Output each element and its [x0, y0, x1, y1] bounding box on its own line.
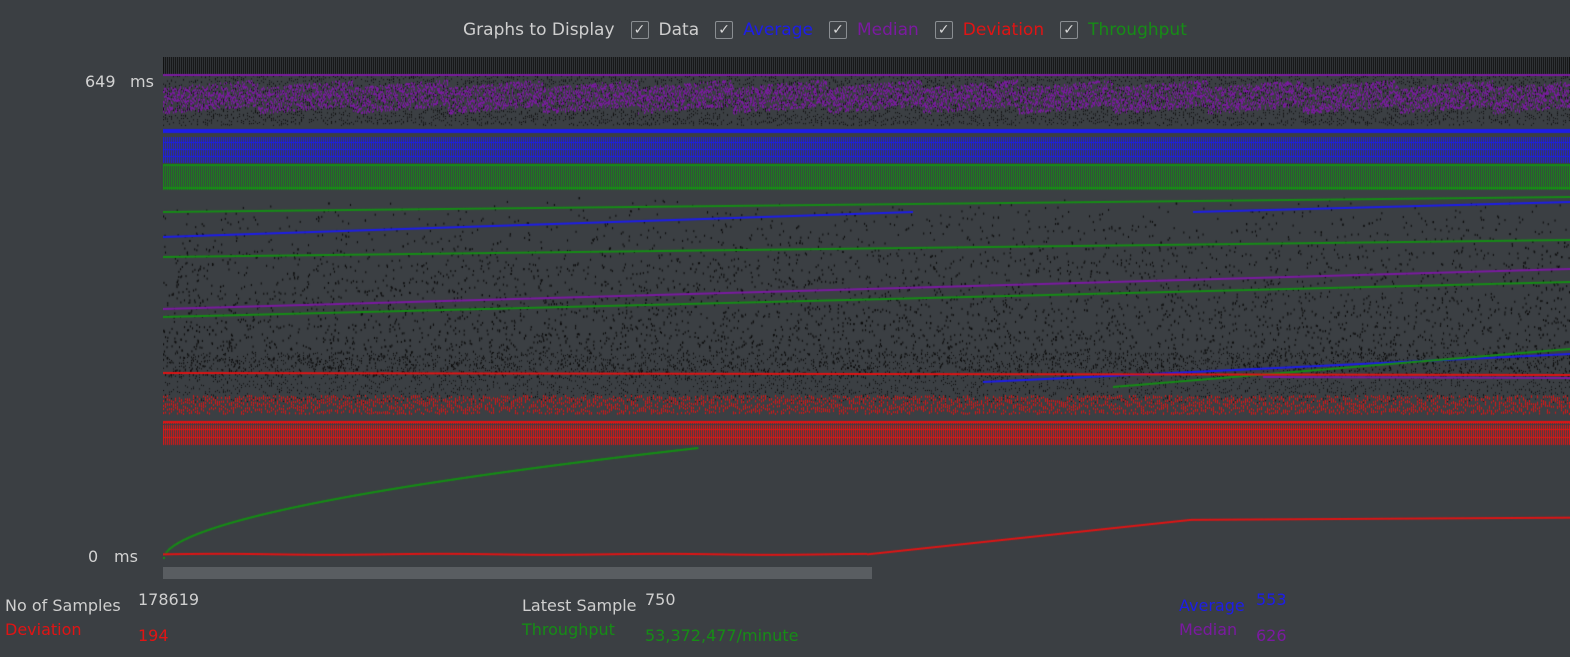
throughput-stat-label: Throughput [522, 620, 615, 639]
graph-scrollbar-thumb[interactable] [163, 567, 872, 579]
y-axis-min-unit: ms [114, 547, 138, 566]
median-checkbox[interactable]: ✓ [828, 21, 847, 39]
y-axis-max-label: 649 [85, 72, 116, 91]
graphs-to-display-title: Graphs to Display [463, 20, 615, 40]
average-stat-value: 553 [1256, 590, 1287, 609]
y-axis-max-unit: ms [130, 72, 154, 91]
average-stat-label: Average [1179, 596, 1245, 615]
throughput-stat-value: 53,372,477/minute [645, 626, 799, 645]
deviation-stat-label: Deviation [5, 620, 82, 639]
deviation-stat-value: 194 [138, 626, 169, 645]
legend-item-average[interactable]: ✓ Average [715, 20, 813, 40]
average-label: Average [743, 20, 813, 40]
median-stat-value: 626 [1256, 626, 1287, 645]
legend-item-deviation[interactable]: ✓ Deviation [934, 20, 1045, 40]
graph-scrollbar[interactable] [163, 567, 1570, 579]
response-time-graph [163, 57, 1570, 562]
latest-sample-value: 750 [645, 590, 676, 609]
data-label: Data [658, 20, 700, 40]
median-label: Median [856, 20, 919, 40]
samples-label: No of Samples [5, 596, 121, 615]
median-stat-label: Median [1179, 620, 1238, 639]
throughput-label: Throughput [1088, 20, 1187, 40]
throughput-checkbox[interactable]: ✓ [1060, 21, 1079, 39]
deviation-label: Deviation [962, 20, 1045, 40]
graphs-to-display-bar: Graphs to Display ✓ Data ✓ Average ✓ Med… [463, 16, 1203, 44]
legend-item-data[interactable]: ✓ Data [630, 20, 700, 40]
samples-value: 178619 [138, 590, 200, 609]
average-checkbox[interactable]: ✓ [715, 21, 734, 39]
legend-item-median[interactable]: ✓ Median [828, 20, 919, 40]
data-checkbox[interactable]: ✓ [630, 21, 649, 39]
latest-sample-label: Latest Sample [522, 596, 637, 615]
y-axis-min-label: 0 [88, 547, 99, 566]
deviation-checkbox[interactable]: ✓ [934, 21, 953, 39]
legend-item-throughput[interactable]: ✓ Throughput [1060, 20, 1187, 40]
